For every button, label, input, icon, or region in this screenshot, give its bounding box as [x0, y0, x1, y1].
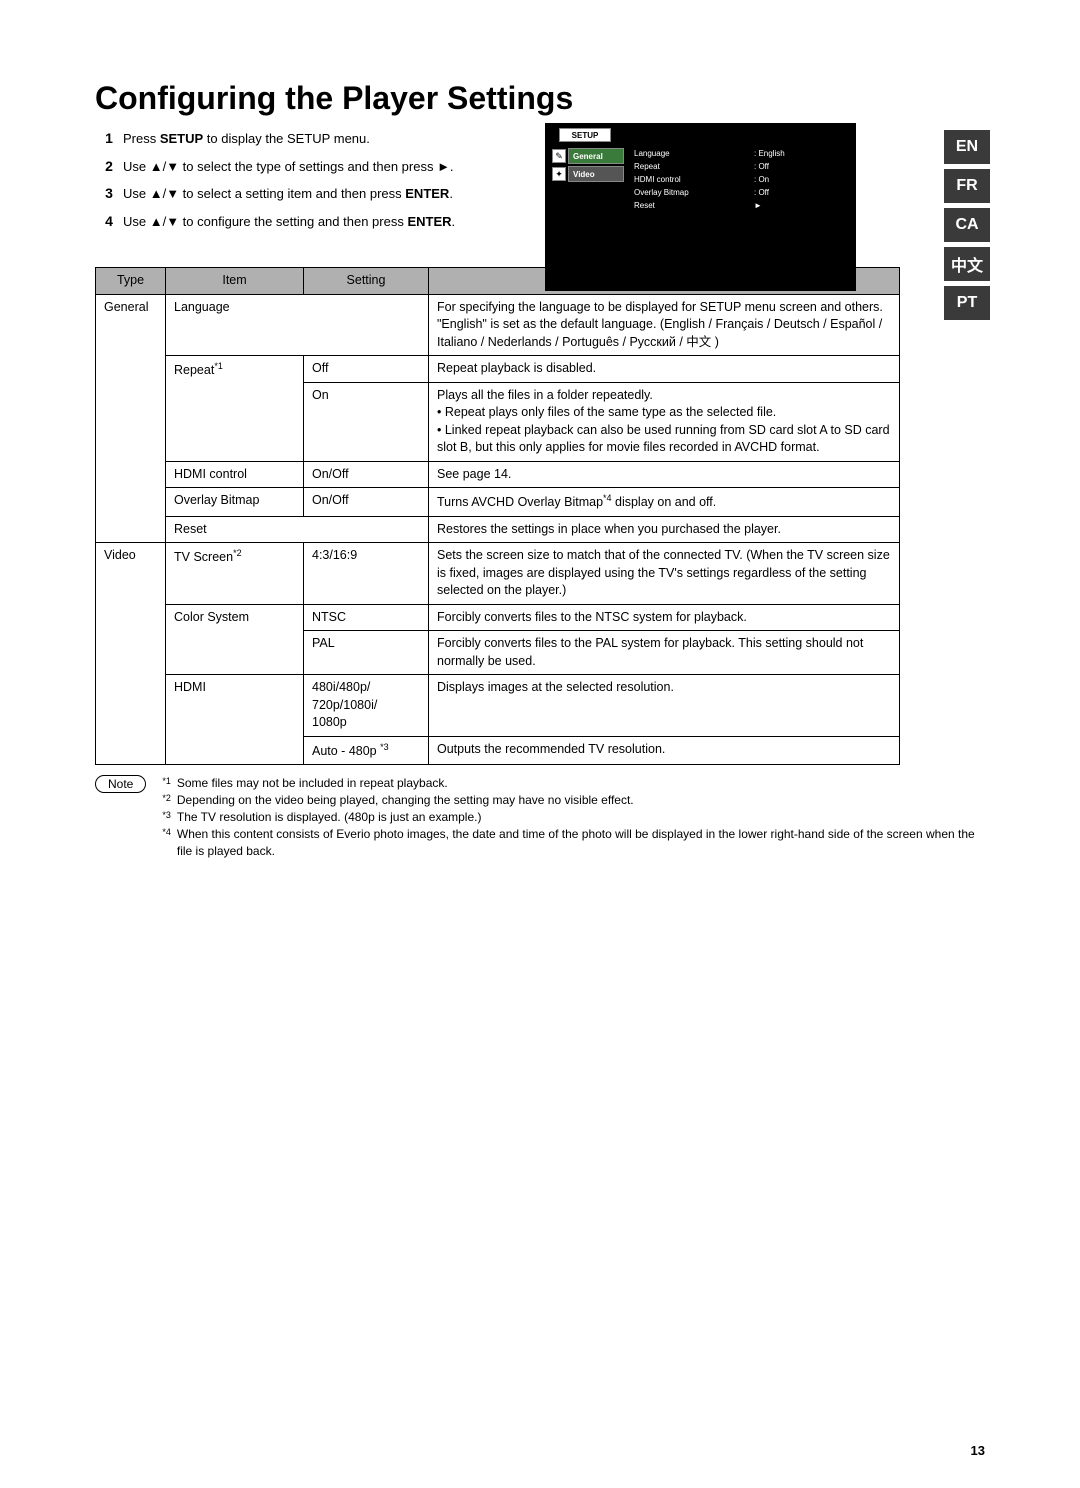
table-row: Repeat*1 Off Repeat playback is disabled…: [96, 356, 900, 383]
step-text: Press SETUP to display the SETUP menu.: [123, 129, 370, 149]
table-row: Reset Restores the settings in place whe…: [96, 516, 900, 543]
table-row: Color System NTSC Forcibly converts file…: [96, 604, 900, 631]
cell-details: For specifying the language to be displa…: [429, 294, 900, 356]
cell-item-tvscreen: TV Screen*2: [166, 543, 304, 605]
cell-details: Turns AVCHD Overlay Bitmap*4 display on …: [429, 488, 900, 517]
lang-tab-pt[interactable]: PT: [944, 286, 990, 320]
cell-item-colorsystem: Color System: [166, 604, 304, 675]
note-list: *1Some files may not be included in repe…: [162, 775, 990, 859]
video-icon: ✦: [552, 167, 566, 181]
notes-section: Note *1Some files may not be included in…: [95, 775, 990, 859]
cell-type-video: Video: [96, 543, 166, 765]
cell-details: Sets the screen size to match that of th…: [429, 543, 900, 605]
osd-setup-label: SETUP: [559, 128, 611, 142]
cell-setting: Off: [304, 356, 429, 383]
step-4: 4 Use ▲/▼ to configure the setting and t…: [95, 212, 525, 232]
note-label: Note: [95, 775, 146, 793]
col-type: Type: [96, 268, 166, 295]
cell-setting: On/Off: [304, 488, 429, 517]
cell-setting: PAL: [304, 631, 429, 675]
cell-details: Outputs the recommended TV resolution.: [429, 736, 900, 765]
step-number: 3: [95, 185, 123, 201]
osd-item-values: : English: Off: On: Off ►: [754, 147, 785, 212]
step-3: 3 Use ▲/▼ to select a setting item and t…: [95, 184, 525, 204]
steps-list: 1 Press SETUP to display the SETUP menu.…: [95, 129, 525, 231]
lang-tab-zh[interactable]: 中文: [944, 247, 990, 281]
cell-details: Forcibly converts files to the NTSC syst…: [429, 604, 900, 631]
page-title: Configuring the Player Settings: [95, 80, 990, 117]
lang-tab-fr[interactable]: FR: [944, 169, 990, 203]
cell-type-general: General: [96, 294, 166, 543]
table-row: Video TV Screen*2 4:3/16:9 Sets the scre…: [96, 543, 900, 605]
step-text: Use ▲/▼ to select the type of settings a…: [123, 157, 454, 177]
table-row: General Language For specifying the lang…: [96, 294, 900, 356]
page-number: 13: [971, 1443, 985, 1458]
col-item: Item: [166, 268, 304, 295]
cell-details: Forcibly converts files to the PAL syste…: [429, 631, 900, 675]
note-item: *3The TV resolution is displayed. (480p …: [162, 809, 990, 826]
cell-details: Restores the settings in place when you …: [429, 516, 900, 543]
osd-tab-video: Video: [568, 166, 624, 182]
cell-details: See page 14.: [429, 461, 900, 488]
step-number: 1: [95, 130, 123, 146]
cell-item-repeat: Repeat*1: [166, 356, 304, 462]
globe-icon: ✎: [552, 149, 566, 163]
note-item: *1Some files may not be included in repe…: [162, 775, 990, 792]
cell-setting: 480i/480p/ 720p/1080i/ 1080p: [304, 675, 429, 737]
note-item: *2Depending on the video being played, c…: [162, 792, 990, 809]
cell-setting: 4:3/16:9: [304, 543, 429, 605]
cell-details: Displays images at the selected resoluti…: [429, 675, 900, 737]
osd-tab-general: General: [568, 148, 624, 164]
lang-tab-en[interactable]: EN: [944, 130, 990, 164]
cell-setting: NTSC: [304, 604, 429, 631]
cell-setting: On/Off: [304, 461, 429, 488]
col-setting: Setting: [304, 268, 429, 295]
language-tabs: EN FR CA 中文 PT: [944, 130, 990, 320]
table-row: Overlay Bitmap On/Off Turns AVCHD Overla…: [96, 488, 900, 517]
cell-item-language: Language: [166, 294, 429, 356]
cell-setting: Auto - 480p *3: [304, 736, 429, 765]
step-number: 4: [95, 213, 123, 229]
note-item: *4When this content consists of Everio p…: [162, 826, 990, 860]
cell-item-hdmi: HDMI: [166, 675, 304, 765]
step-1: 1 Press SETUP to display the SETUP menu.: [95, 129, 525, 149]
settings-table: Type Item Setting Details General Langua…: [95, 267, 900, 765]
step-number: 2: [95, 158, 123, 174]
setup-screenshot: SETUP ✎ General ✦ Video LanguageRepeatHD…: [545, 123, 856, 291]
step-text: Use ▲/▼ to configure the setting and the…: [123, 212, 455, 232]
cell-setting: On: [304, 382, 429, 461]
lang-tab-ca[interactable]: CA: [944, 208, 990, 242]
step-2: 2 Use ▲/▼ to select the type of settings…: [95, 157, 525, 177]
cell-item-overlay: Overlay Bitmap: [166, 488, 304, 517]
table-row: HDMI control On/Off See page 14.: [96, 461, 900, 488]
cell-details: Plays all the files in a folder repeated…: [429, 382, 900, 461]
cell-item-hdmi-control: HDMI control: [166, 461, 304, 488]
table-row: HDMI 480i/480p/ 720p/1080i/ 1080p Displa…: [96, 675, 900, 737]
step-text: Use ▲/▼ to select a setting item and the…: [123, 184, 453, 204]
cell-item-reset: Reset: [166, 516, 429, 543]
osd-item-labels: LanguageRepeatHDMI controlOverlay Bitmap…: [634, 147, 689, 212]
cell-details: Repeat playback is disabled.: [429, 356, 900, 383]
